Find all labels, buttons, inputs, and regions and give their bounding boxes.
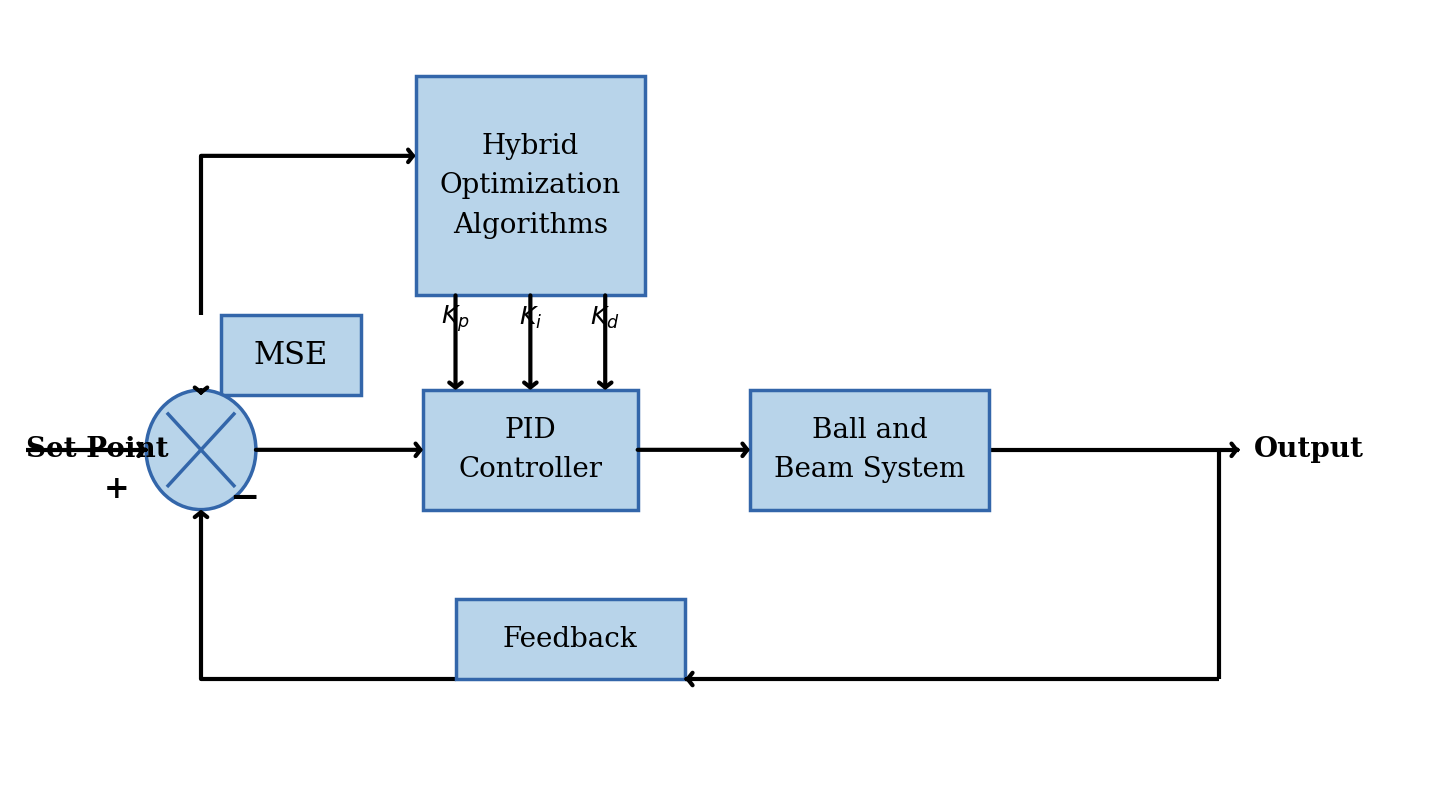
Text: −: −	[229, 481, 259, 515]
Text: Hybrid
Optimization
Algorithms: Hybrid Optimization Algorithms	[440, 132, 621, 239]
FancyBboxPatch shape	[456, 599, 684, 679]
FancyBboxPatch shape	[423, 390, 637, 509]
Text: Feedback: Feedback	[503, 626, 637, 653]
Text: $K_i$: $K_i$	[519, 305, 542, 332]
Text: Ball and
Beam System: Ball and Beam System	[774, 417, 965, 483]
Text: Output: Output	[1254, 436, 1365, 463]
FancyBboxPatch shape	[751, 390, 989, 509]
Text: PID
Controller: PID Controller	[459, 417, 603, 483]
Text: $K_d$: $K_d$	[591, 305, 620, 332]
Text: Set Point: Set Point	[26, 436, 170, 463]
Ellipse shape	[147, 390, 256, 509]
Text: +: +	[104, 474, 129, 505]
Text: $K_p$: $K_p$	[441, 303, 470, 334]
Text: MSE: MSE	[253, 340, 328, 371]
FancyBboxPatch shape	[221, 316, 361, 395]
FancyBboxPatch shape	[416, 77, 646, 296]
